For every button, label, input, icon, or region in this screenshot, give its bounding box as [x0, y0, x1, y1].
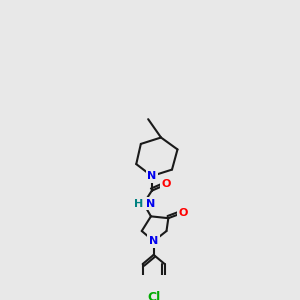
Text: N: N — [146, 199, 156, 208]
Text: N: N — [149, 236, 158, 246]
Text: Cl: Cl — [147, 290, 160, 300]
Text: O: O — [162, 179, 171, 189]
Text: N: N — [147, 171, 157, 181]
Text: H: H — [134, 199, 144, 208]
Text: O: O — [178, 208, 188, 218]
